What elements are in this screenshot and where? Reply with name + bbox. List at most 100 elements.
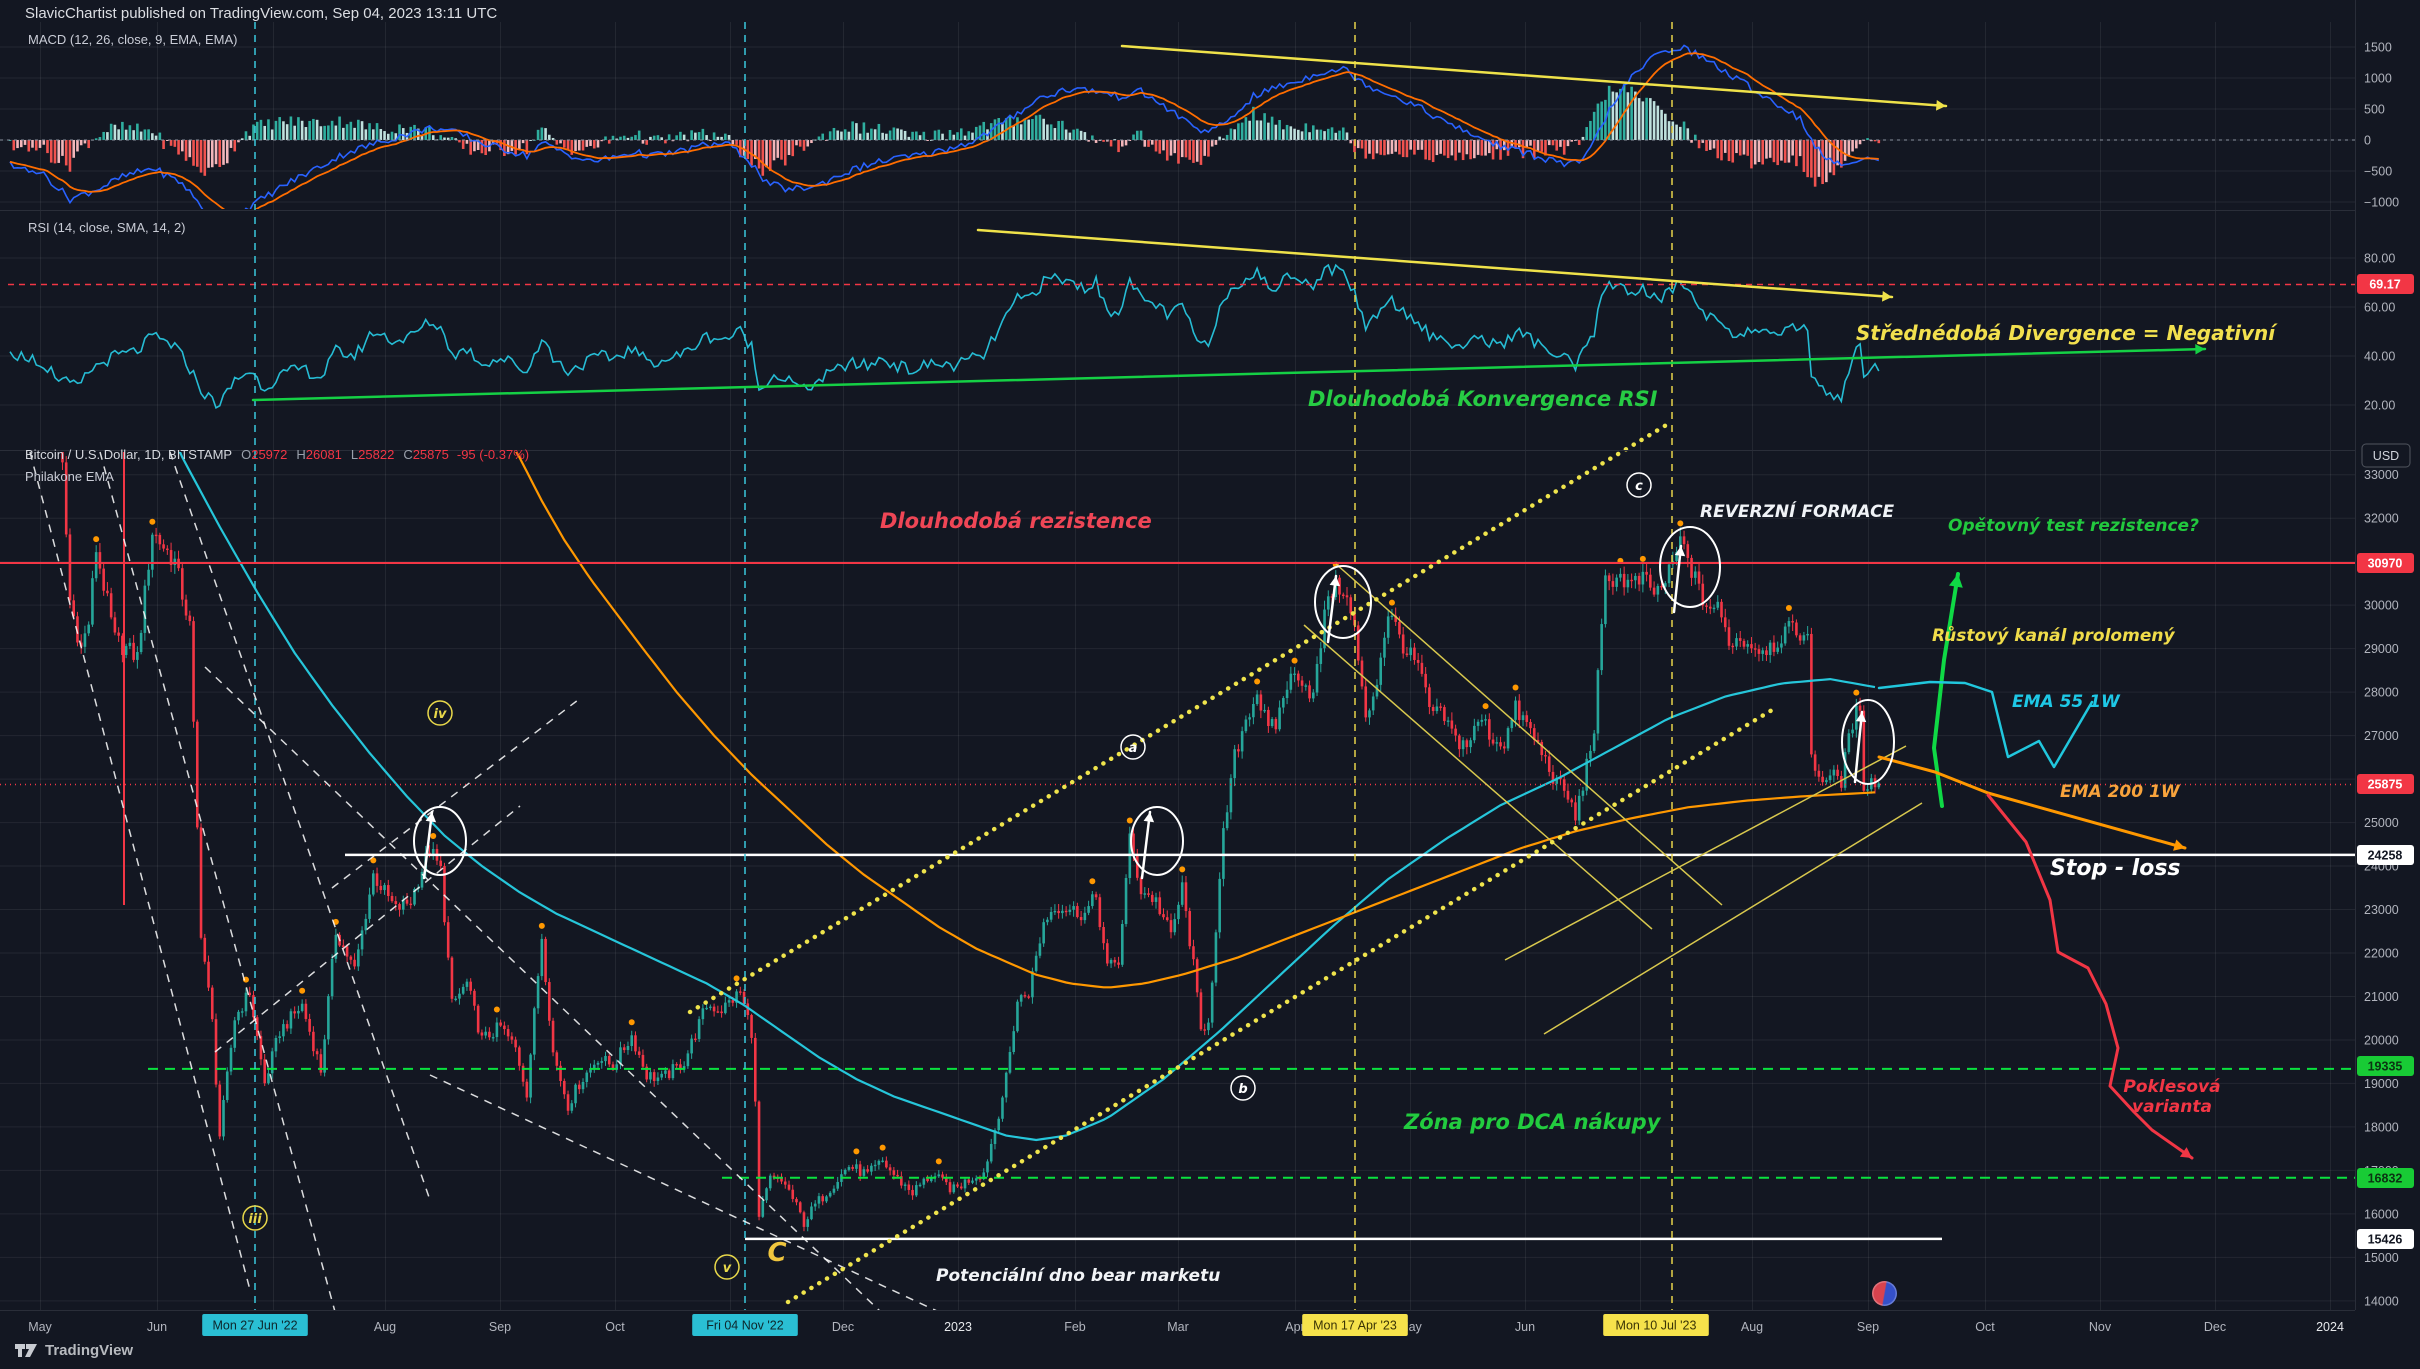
wave-label-circle (427, 700, 453, 726)
sticker-icon (1872, 1281, 1897, 1306)
highlight-ellipse (413, 806, 467, 876)
axis-tick-label: 80.00 (2364, 252, 2395, 266)
time-axis-label: Oct (1975, 1320, 1995, 1334)
arrow-line (251, 347, 2207, 402)
wave-label-circle (1120, 734, 1146, 760)
highlight-ellipse (1841, 699, 1895, 785)
high-label: H (296, 447, 306, 462)
tradingview-watermark[interactable]: TradingView (14, 1341, 133, 1359)
time-axis-event-badge (202, 1314, 308, 1336)
axis-price-badge-label: 24258 (2368, 849, 2403, 863)
axis-price-badge-label: 16832 (2368, 1172, 2403, 1186)
time-axis-event-badge (692, 1314, 798, 1336)
wave-label-circle (242, 1205, 268, 1231)
arrow-line (1932, 572, 1960, 808)
time-axis-label: Feb (1064, 1320, 1086, 1334)
trendline-channel (1303, 624, 1653, 930)
wave-label-circle (714, 1254, 740, 1280)
time-axis-event-badge-label: Fri 04 Nov '22 (706, 1319, 783, 1333)
wave-label: b (1238, 1082, 1247, 1097)
ema200-line (515, 452, 1876, 989)
dotted-channel-line (785, 707, 1775, 1305)
trendline-dashed (169, 451, 431, 1201)
annotation-stop-loss: Stop - loss (2050, 856, 2181, 881)
arrow-head (1882, 291, 1892, 302)
gridlines (0, 22, 2355, 1310)
time-axis-event-badge (1302, 1314, 1408, 1336)
axis-price-badge (2357, 845, 2414, 865)
arrow-line (1986, 793, 2194, 1160)
axis-price-badge-label: 30970 (2368, 557, 2403, 571)
time-axis-label: Sep (489, 1320, 511, 1334)
wave-label: a (1129, 741, 1138, 756)
axis-price-badge-label: 19335 (2368, 1060, 2403, 1074)
wave-label-circle (1230, 1075, 1256, 1101)
time-axis-label: Dec (832, 1320, 854, 1334)
wave-label: iii (248, 1212, 262, 1227)
axis-tick-label: 1500 (2364, 41, 2392, 55)
annotation-growth-channel-broken: Růstový kanál prolomený (1932, 626, 2175, 646)
annotation-ema55: EMA 55 1W (2012, 692, 2120, 712)
annotation-decline-line2: varianta (2132, 1096, 2212, 1117)
arrow-line (1326, 574, 1338, 644)
currency-button[interactable]: USD (2361, 443, 2411, 468)
arrow-head (1674, 546, 1686, 557)
time-axis-label: Jun (147, 1320, 167, 1334)
axis-price-badge (2357, 1168, 2414, 1188)
axis-tick-label: 15000 (2364, 1251, 2399, 1265)
time-axis-event-badge-label: Mon 10 Jul '23 (1616, 1319, 1697, 1333)
axis-tick-label: 29000 (2364, 642, 2399, 656)
high-value: 26081 (305, 447, 342, 462)
price-axis[interactable]: 3300032000310003000029000280002700026000… (2355, 0, 2420, 1369)
highlight-ellipse (1130, 806, 1184, 876)
time-axis-label: Mar (1167, 1320, 1189, 1334)
trendline-channel (1335, 563, 1723, 906)
time-axis-label: Sep (1857, 1320, 1879, 1334)
axis-tick-label: 19000 (2364, 1077, 2399, 1091)
axis-price-badge-label: 15426 (2368, 1233, 2403, 1247)
arrow-line (422, 810, 434, 880)
trendline-channel (1543, 802, 1923, 1035)
arrow-head (1855, 712, 1867, 723)
axis-price-badge (2357, 1056, 2414, 1076)
highlight-ellipse (1659, 526, 1721, 608)
trendline-channel (1504, 745, 1907, 961)
open-value: 25972 (251, 447, 288, 462)
symbol-legend: Bitcoin / U.S. Dollar, 1D, BITSTAMP O2597… (25, 447, 529, 462)
time-axis-label: Aug (374, 1320, 396, 1334)
annotation-potential-bottom: Potenciální dno bear marketu (936, 1266, 1221, 1286)
arrow-head (2179, 1147, 2192, 1158)
axis-price-badge (2357, 553, 2414, 573)
time-axis-label: 2023 (944, 1320, 972, 1334)
arrow-head (1143, 812, 1155, 823)
time-axis[interactable]: May Jun Aug Sep Oct Dec 2023 Feb Mar Apr May Jun Aug… (0, 1311, 2355, 1369)
arrow-head (2195, 344, 2205, 355)
wave-label-circle (1626, 472, 1652, 498)
arrow-line (1853, 710, 1864, 784)
axis-tick-label: 27000 (2364, 729, 2399, 743)
arrow-line (976, 228, 1894, 299)
ema55-line (178, 452, 1876, 1142)
close-value: 25875 (412, 447, 449, 462)
axis-tick-label: −500 (2364, 165, 2392, 179)
time-axis-label: Dec (2204, 1320, 2226, 1334)
axis-price-badge (2357, 274, 2414, 294)
drawings: iii iv v a b c C (0, 22, 2355, 1339)
annotation-decline-scenario: Poklesová varianta (2112, 1077, 2232, 1117)
axis-tick-label: 16000 (2364, 1207, 2399, 1221)
change-value: -95 (-0.37%) (456, 447, 530, 462)
time-axis-event-badge (1603, 1314, 1709, 1336)
rsi-legend: RSI (14, close, SMA, 14, 2) (28, 220, 186, 235)
candles (61, 452, 1881, 1232)
annotation-dca-zone: Zóna pro DCA nákupy (1404, 1110, 1661, 1134)
currency-button-label: USD (2373, 449, 2399, 463)
axis-price-badge (2357, 1229, 2414, 1249)
low-label: L (350, 447, 359, 462)
time-axis-label: Nov (2089, 1320, 2112, 1334)
time-axis-label: 2024 (2316, 1320, 2344, 1334)
low-value: 25822 (358, 447, 395, 462)
time-axis-label: Oct (605, 1320, 625, 1334)
axis-price-badge (2357, 774, 2414, 794)
